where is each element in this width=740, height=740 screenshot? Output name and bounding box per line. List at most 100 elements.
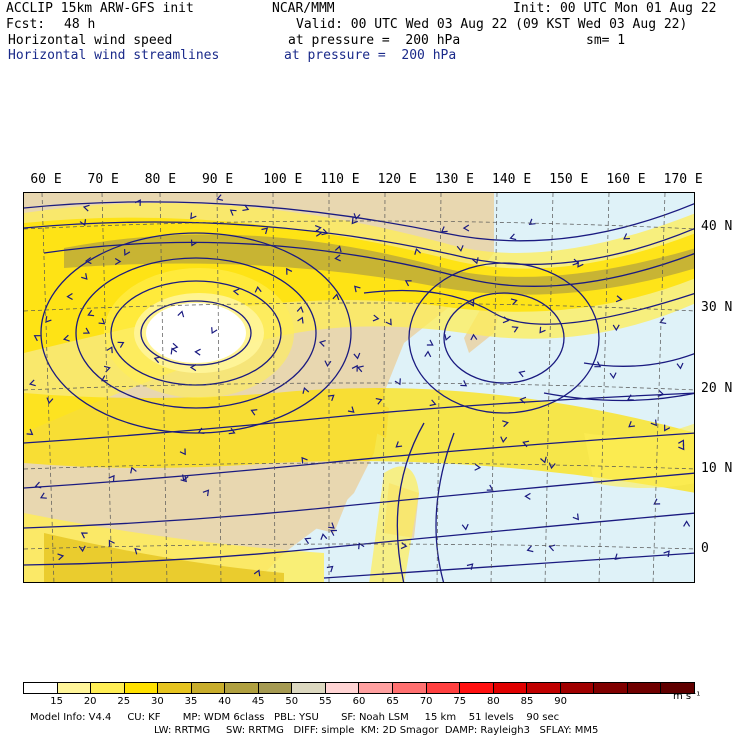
streamline-arrow <box>353 213 361 220</box>
colorbar-label: 40 <box>218 696 231 707</box>
forecast-label: Fcst: <box>6 17 46 32</box>
streamline-arrow <box>502 316 510 324</box>
model-info-line1: Model Info: V4.4 CU: KF MP: WDM 6class P… <box>30 712 560 723</box>
streamline-arrow <box>577 260 584 268</box>
streamline-arrow <box>190 239 198 247</box>
colorbar-label: 15 <box>50 696 63 707</box>
streamline-arrow <box>328 522 335 529</box>
valid-time: Valid: 00 UTC Wed 03 Aug 22 (09 KST Wed … <box>296 17 688 32</box>
streamline-arrow <box>66 293 73 301</box>
model-info-line2: LW: RRTMG SW: RRTMG DIFF: simple KM: 2D … <box>154 725 599 736</box>
forecast-hours: 48 h <box>64 17 96 32</box>
streamline-arrow <box>502 420 509 428</box>
streamline-arrow <box>650 419 658 427</box>
longitude-label: 100 E <box>263 172 303 187</box>
field-wind-speed: Horizontal wind speed <box>8 33 173 48</box>
colorbar-cell <box>124 683 159 693</box>
streamline-arrow <box>539 326 546 334</box>
streamline-arrow <box>229 209 237 216</box>
longitude-label: 60 E <box>30 172 62 187</box>
streamline-arrow <box>353 285 361 293</box>
longitude-label: 170 E <box>663 172 703 187</box>
colorbar-cell <box>325 683 360 693</box>
streamline-arrow <box>351 364 358 372</box>
streamline-arrow <box>460 380 468 387</box>
latitude-label: 20 N <box>701 381 733 396</box>
colorbar-label: 80 <box>487 696 500 707</box>
longitude-label: 90 E <box>201 172 234 187</box>
streamline-arrow <box>663 550 670 558</box>
colorbar-label: 65 <box>386 696 399 707</box>
streamline-arrow <box>510 298 518 306</box>
colorbar-units: m s⁻¹ <box>673 691 701 702</box>
streamline-arrow <box>202 489 210 497</box>
longitude-label: 140 E <box>492 172 532 187</box>
streamline-arrow <box>301 456 308 464</box>
streamline-arrow <box>177 310 185 318</box>
colorbar-cell <box>191 683 226 693</box>
latitude-label: 30 N <box>701 299 733 315</box>
streamline-arrow <box>33 335 41 342</box>
streamline-arrow <box>123 249 131 256</box>
streamline-arrow <box>321 228 329 236</box>
longitude-label: 130 E <box>434 172 474 187</box>
streamline-arrow <box>46 397 54 405</box>
colorbar-label: 25 <box>117 696 131 707</box>
streamline-arrows <box>26 194 691 577</box>
streamline-arrow <box>87 309 95 317</box>
streamline-arrow <box>572 513 580 521</box>
streamline-arrow <box>528 218 536 226</box>
streamline-arrow <box>526 545 534 553</box>
colorbar-label: 75 <box>453 696 467 707</box>
colorbar-cell <box>158 683 192 693</box>
wind-speed-shading <box>24 203 694 582</box>
colorbar-cell <box>91 683 125 693</box>
streamline-arrow <box>426 339 434 346</box>
streamline-arrow <box>664 424 671 432</box>
lat-lon-grid <box>24 193 694 582</box>
streamline-arrow <box>179 448 186 456</box>
streamline-arrow <box>79 219 87 227</box>
streamline-arrow <box>197 427 205 435</box>
streamline-arrow <box>472 257 479 265</box>
longitude-label: 120 E <box>377 172 417 187</box>
colorbar-cell <box>661 683 694 693</box>
streamline-arrow <box>623 233 630 240</box>
streamline-arrow <box>190 212 197 220</box>
colorbar-label: 90 <box>554 696 567 707</box>
streamline-arrow <box>296 305 304 313</box>
streamline-arrow <box>78 545 86 553</box>
latitude-label: 40 N <box>701 218 733 234</box>
streamline-arrow <box>653 498 661 505</box>
streamline-arrow <box>500 436 508 444</box>
colorbar-cell <box>292 683 326 693</box>
colorbar-cell <box>24 683 58 693</box>
streamline-arrow <box>189 364 197 372</box>
streamline-arrow <box>318 340 326 347</box>
streamline-arrow <box>286 267 293 275</box>
streamline-arrow <box>474 463 482 471</box>
streamline-arrow <box>320 533 328 540</box>
model-title: ACCLIP 15km ARW-GFS init <box>6 1 194 16</box>
streamline-arrow <box>117 341 125 348</box>
streamline-arrow <box>315 229 323 237</box>
streamline-arrow <box>522 440 530 448</box>
streamline-arrow <box>216 194 224 201</box>
streamline-arrow <box>462 224 470 232</box>
streamline-arrow <box>466 563 474 570</box>
colorbar-label: 70 <box>419 696 433 707</box>
streamline-arrow <box>429 399 437 407</box>
streamline-arrow <box>375 398 383 405</box>
streamline-arrow <box>327 394 335 401</box>
southeast-asia <box>264 443 354 533</box>
streamline-arrow <box>404 280 412 287</box>
center-label: NCAR/MMM <box>272 1 335 16</box>
streamline-arrow <box>194 348 201 356</box>
colorbar-cell <box>460 683 494 693</box>
colorbar-cell <box>258 683 293 693</box>
longitude-label: 110 E <box>320 172 360 187</box>
streamline-arrow <box>347 406 355 413</box>
colorbar-cell <box>493 683 528 693</box>
streamline-arrow <box>356 365 364 373</box>
streamline-arrow <box>228 427 236 435</box>
